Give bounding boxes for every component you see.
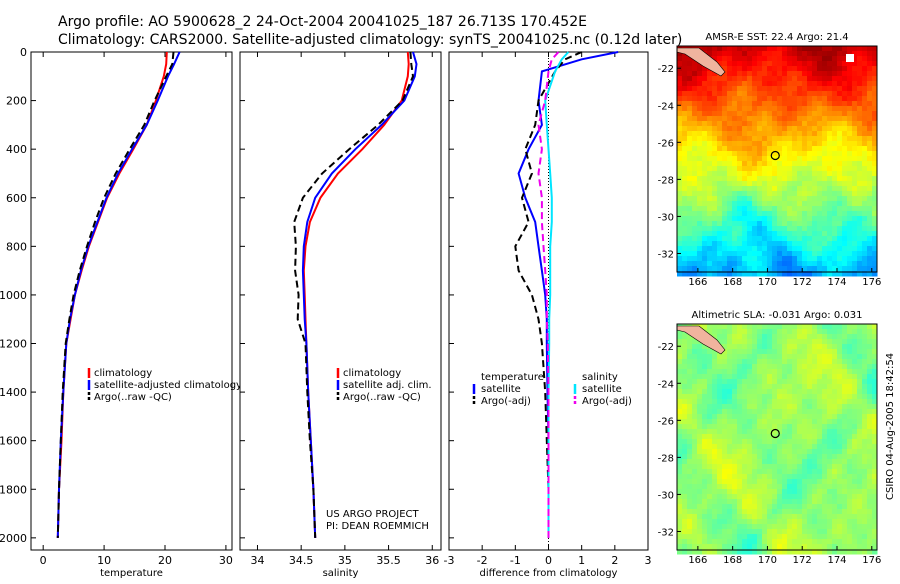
map-y-tick-label: -26 [658, 138, 674, 149]
map-x-tick-label: 174 [827, 277, 846, 288]
legend-label: satellite adj. clim. [343, 380, 432, 391]
y-tick-label: 200 [6, 95, 27, 108]
header-line1: Argo profile: AO 5900628_2 24-Oct-2004 2… [58, 14, 587, 30]
y-tick-label: 400 [6, 143, 27, 156]
plot-frame [30, 51, 233, 551]
x-tick-label: 34.5 [289, 554, 314, 567]
y-tick-label: 800 [6, 240, 27, 253]
plot-frame [239, 51, 442, 551]
x-tick-label: 36 [425, 554, 439, 567]
argo-position-marker [770, 428, 780, 439]
map-title: AMSR-E SST: 22.4 Argo: 21.4 [705, 32, 848, 43]
legend-label: climatology [94, 368, 152, 379]
legend-label: Argo(..raw -QC) [343, 392, 421, 403]
map-y-tick-label: -24 [658, 379, 674, 390]
series-line-satellite-adjusted-climatology [56, 51, 181, 538]
x-axis-label: salinity [323, 568, 359, 579]
legend-label: climatology [343, 368, 401, 379]
x-tick-label: 2 [611, 554, 618, 567]
series-line-temperature-argo-adj- [514, 51, 583, 538]
x-tick-label: 0 [40, 554, 47, 567]
x-tick-label: 30 [219, 554, 233, 567]
map-y-tick-label: -24 [658, 101, 674, 112]
map-x-tick-label: 172 [793, 277, 812, 288]
x-tick-label: 20 [158, 554, 172, 567]
x-tick-label: 35 [338, 554, 352, 567]
land-mass [676, 325, 726, 355]
legend-label: Argo(-adj) [582, 396, 632, 407]
legend-label: Argo(-adj) [481, 396, 531, 407]
x-tick-label: 34 [250, 554, 264, 567]
legend-label: Argo(..raw -QC) [94, 392, 172, 403]
map-x-tick-label: 170 [758, 555, 777, 566]
x-tick-label: -2 [477, 554, 488, 567]
y-tick-label: 600 [6, 192, 27, 205]
pi-label: PI: DEAN ROEMMICH [326, 521, 429, 532]
x-tick-label: 3 [645, 554, 652, 567]
map-y-tick-label: -32 [658, 249, 674, 260]
argo-position-marker [770, 150, 780, 161]
sst-map-panel: AMSR-E SST: 22.4 Argo: 21.4 166 168 170 172 1… [658, 32, 882, 288]
map-x-tick-label: 168 [723, 277, 742, 288]
map-y-tick-label: -28 [658, 453, 674, 464]
map-x-tick-label: 176 [862, 277, 881, 288]
land-mass [676, 47, 726, 77]
x-tick-label: 1 [578, 554, 585, 567]
difference-profile-panel: -3 -2 -1 0 1 2 3 difference from climatology tem… [444, 51, 652, 579]
legend-label: satellite [481, 384, 521, 395]
map-y-tick-label: -26 [658, 416, 674, 427]
map-x-tick-label: 168 [723, 555, 742, 566]
y-tick-label: 1400 [0, 386, 27, 399]
x-tick-label: 10 [97, 554, 111, 567]
map-y-tick-label: -30 [658, 490, 674, 501]
timestamp-label: CSIRO 04-Aug-2005 18:42:54 [885, 353, 896, 500]
map-y-tick-label: -22 [658, 64, 674, 75]
map-field [677, 324, 878, 555]
map-x-tick-label: 176 [862, 555, 881, 566]
temperature-profile-panel: 0 10 20 30 0 200 400 600 800 1000 1200 1400 1600 1800… [0, 46, 242, 579]
salinity-profile-panel: 34 34.5 35 35.5 36 salinity climatologysatelli… [239, 51, 442, 579]
map-x-tick-label: 172 [793, 555, 812, 566]
sla-map-panel: Altimetric SLA: -0.031 Argo: 0.031 166 168… [658, 310, 882, 566]
series-line-salinity-argo-adj- [537, 51, 560, 538]
series-line-argo-raw-qc- [56, 51, 175, 538]
map-y-tick-label: -30 [658, 212, 674, 223]
y-tick-label: 1200 [0, 338, 27, 351]
legend-title-salinity: salinity [582, 372, 618, 383]
legend-title-temperature: temperature [481, 372, 544, 383]
x-tick-label: 0 [545, 554, 552, 567]
legend-label: satellite [582, 384, 622, 395]
y-tick-label: 1000 [0, 289, 27, 302]
missing-data-square [846, 54, 854, 62]
map-title: Altimetric SLA: -0.031 Argo: 0.031 [692, 310, 863, 321]
y-tick-label: 2000 [0, 532, 27, 545]
map-y-tick-label: -22 [658, 342, 674, 353]
map-frame [676, 45, 878, 273]
x-axis-label: difference from climatology [480, 568, 618, 579]
x-tick-label: -1 [510, 554, 521, 567]
x-tick-label: -3 [444, 554, 455, 567]
map-x-tick-label: 166 [688, 277, 707, 288]
map-field [677, 46, 878, 277]
legend-label: satellite-adjusted climatology [94, 380, 242, 391]
map-y-tick-label: -32 [658, 527, 674, 538]
x-axis-label: temperature [100, 568, 163, 579]
series-line-argo-raw-qc- [293, 51, 415, 538]
y-tick-label: 0 [20, 46, 27, 59]
map-y-tick-label: -28 [658, 175, 674, 186]
map-frame [676, 323, 878, 551]
map-x-tick-label: 170 [758, 277, 777, 288]
map-x-tick-label: 166 [688, 555, 707, 566]
map-x-tick-label: 174 [827, 555, 846, 566]
y-tick-label: 1800 [0, 483, 27, 496]
y-tick-label: 1600 [0, 435, 27, 448]
x-tick-label: 35.5 [376, 554, 401, 567]
project-label: US ARGO PROJECT [326, 509, 420, 520]
header-line2: Climatology: CARS2000. Satellite-adjuste… [58, 32, 682, 48]
